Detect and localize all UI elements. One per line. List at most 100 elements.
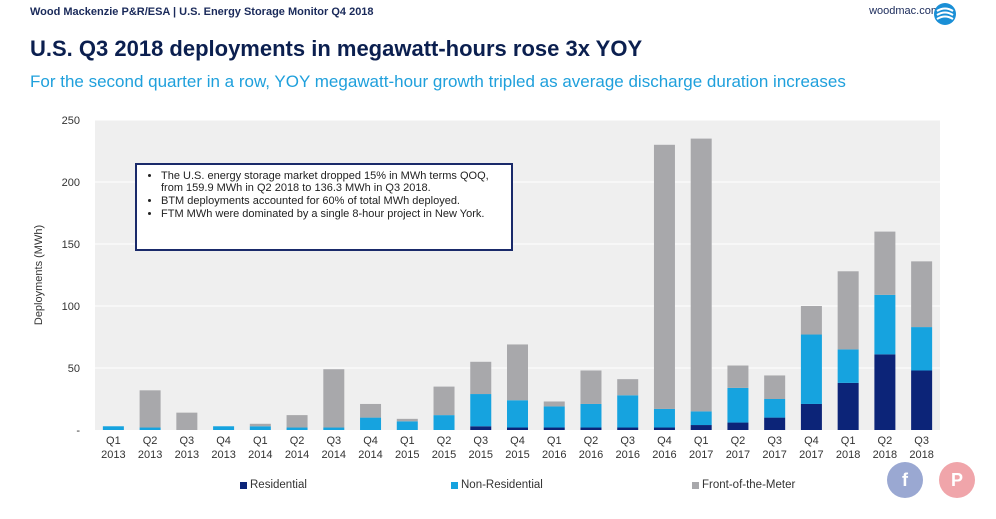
x-tick-label-quarter: Q4 — [363, 435, 378, 447]
y-axis-label: Deployments (MWh) — [33, 225, 45, 325]
callout-bullet: The U.S. energy storage market dropped 1… — [161, 170, 503, 194]
legend-swatch — [240, 481, 247, 489]
bar-front-of-the-meter — [396, 418, 418, 422]
bar-front-of-the-meter — [690, 138, 712, 412]
bar-front-of-the-meter — [911, 261, 933, 328]
x-tick-label-year: 2015 — [469, 449, 493, 461]
facebook-share-button[interactable]: f — [887, 462, 923, 498]
bar-non-residential — [911, 327, 933, 371]
y-tick-label: - — [76, 425, 80, 437]
bar-non-residential — [102, 426, 124, 430]
x-tick-label-year: 2014 — [322, 449, 346, 461]
bar-non-residential — [507, 400, 528, 428]
legend-non-residential: Non-Residential — [451, 479, 543, 491]
x-tick-label-quarter: Q4 — [657, 435, 672, 447]
bar-non-residential — [360, 417, 382, 430]
x-tick-label-quarter: Q4 — [804, 435, 819, 447]
bar-front-of-the-meter — [139, 390, 161, 428]
bar-residential — [727, 422, 749, 430]
pinterest-share-button[interactable]: P — [939, 462, 975, 498]
bar-residential — [837, 382, 859, 430]
page-subtitle: For the second quarter in a row, YOY meg… — [30, 72, 846, 91]
x-tick-label-year: 2013 — [101, 449, 125, 461]
page-title: U.S. Q3 2018 deployments in megawatt-hou… — [30, 36, 643, 61]
x-tick-label-quarter: Q1 — [106, 435, 121, 447]
bar-non-residential — [764, 399, 786, 418]
bar-residential — [874, 354, 896, 430]
bar-residential — [617, 427, 639, 430]
key-findings-callout: The U.S. energy storage market dropped 1… — [135, 163, 513, 251]
x-tick-label-quarter: Q1 — [400, 435, 415, 447]
bar-front-of-the-meter — [323, 369, 345, 428]
bar-front-of-the-meter — [580, 370, 602, 404]
bar-non-residential — [800, 334, 822, 404]
x-tick-label-quarter: Q1 — [253, 435, 268, 447]
x-tick-label-year: 2016 — [542, 449, 566, 461]
bar-non-residential — [617, 395, 639, 428]
x-tick-label-quarter: Q2 — [878, 435, 893, 447]
x-tick-label-quarter: Q3 — [180, 435, 195, 447]
bar-non-residential — [543, 406, 565, 428]
legend-label: Front-of-the-Meter — [702, 479, 796, 491]
x-tick-label-year: 2013 — [211, 449, 235, 461]
callout-bullet: BTM deployments accounted for 60% of tot… — [161, 195, 503, 207]
bar-front-of-the-meter — [507, 344, 528, 401]
bar-non-residential — [139, 427, 161, 430]
x-tick-label-year: 2018 — [909, 449, 933, 461]
y-tick-label: 100 — [62, 301, 80, 313]
source-header: Wood Mackenzie P&R/ESA | U.S. Energy Sto… — [30, 6, 374, 18]
y-tick-label: 200 — [62, 177, 80, 189]
bar-non-residential — [580, 403, 602, 428]
x-tick-label-quarter: Q3 — [326, 435, 341, 447]
bar-residential — [543, 427, 565, 430]
bar-front-of-the-meter — [286, 415, 308, 428]
x-tick-label-quarter: Q2 — [143, 435, 158, 447]
bar-non-residential — [837, 349, 859, 383]
bar-non-residential — [249, 426, 271, 430]
x-tick-label-quarter: Q1 — [547, 435, 562, 447]
x-tick-label-quarter: Q3 — [620, 435, 635, 447]
y-tick-label: 250 — [62, 115, 80, 127]
x-tick-label-year: 2017 — [689, 449, 713, 461]
x-tick-label-year: 2015 — [395, 449, 419, 461]
bar-non-residential — [213, 426, 235, 430]
bar-front-of-the-meter — [800, 306, 822, 335]
bar-non-residential — [323, 427, 345, 430]
bar-non-residential — [286, 427, 308, 430]
bar-non-residential — [690, 411, 712, 426]
bar-non-residential — [653, 408, 675, 428]
x-tick-label-quarter: Q2 — [290, 435, 305, 447]
bar-non-residential — [470, 394, 492, 427]
woodmac-logo-icon — [934, 3, 956, 25]
bar-non-residential — [396, 421, 418, 430]
x-tick-label-quarter: Q1 — [841, 435, 856, 447]
legend-label: Non-Residential — [461, 479, 543, 491]
site-url[interactable]: woodmac.com — [869, 5, 940, 17]
x-tick-label-year: 2018 — [873, 449, 897, 461]
bar-front-of-the-meter — [653, 144, 675, 409]
x-tick-label-quarter: Q3 — [473, 435, 488, 447]
x-tick-label-year: 2016 — [579, 449, 603, 461]
bar-front-of-the-meter — [433, 386, 455, 416]
bar-front-of-the-meter — [470, 361, 492, 395]
bar-non-residential — [433, 415, 455, 430]
bar-residential — [800, 403, 822, 430]
legend-swatch — [692, 481, 699, 489]
bar-non-residential — [874, 294, 896, 355]
x-tick-label-year: 2013 — [175, 449, 199, 461]
x-tick-label-year: 2016 — [652, 449, 676, 461]
bar-residential — [580, 427, 602, 430]
x-tick-label-year: 2014 — [285, 449, 309, 461]
bar-residential — [653, 427, 675, 430]
x-tick-label-year: 2016 — [615, 449, 639, 461]
x-tick-label-year: 2018 — [836, 449, 860, 461]
x-tick-label-quarter: Q4 — [510, 435, 525, 447]
legend-label: Residential — [250, 479, 307, 491]
x-tick-label-year: 2017 — [799, 449, 823, 461]
bar-residential — [470, 426, 492, 430]
x-tick-label-year: 2017 — [726, 449, 750, 461]
bar-front-of-the-meter — [764, 375, 786, 399]
x-tick-label-year: 2015 — [505, 449, 529, 461]
y-tick-label: 50 — [68, 363, 80, 375]
